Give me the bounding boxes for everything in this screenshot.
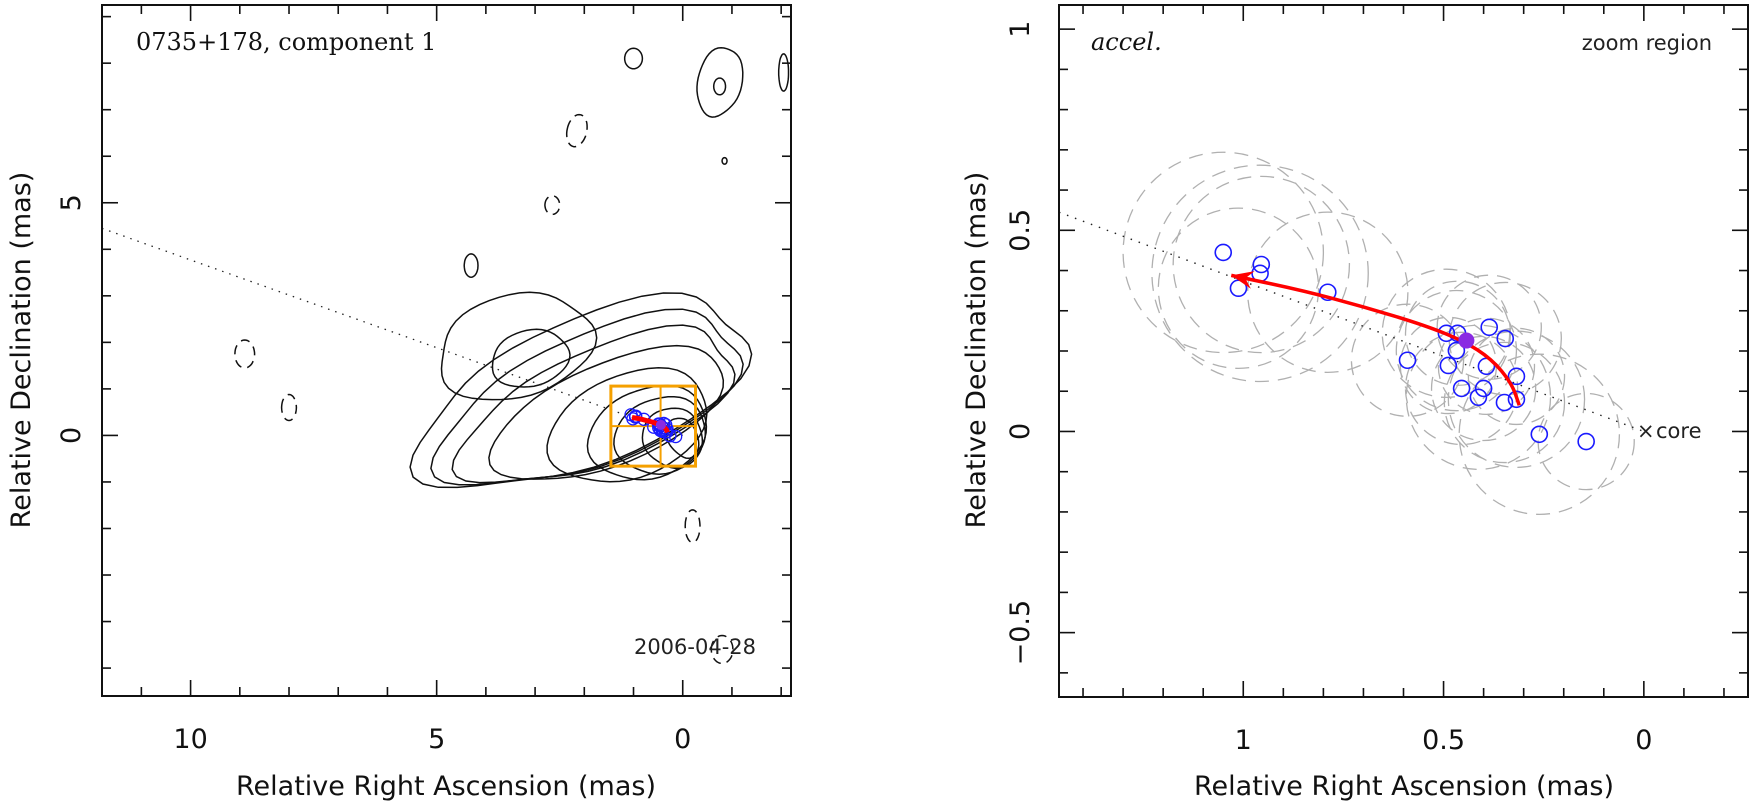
component-marker <box>1437 324 1456 343</box>
left-panel: 10 5 050 0735+178, component 1 2006-04-28 … <box>6 4 792 802</box>
jet-direction-line <box>102 227 683 437</box>
uncertainty-circle <box>1405 324 1552 471</box>
component-marker <box>1577 432 1595 451</box>
x-tick-label: 5 <box>428 724 445 755</box>
left-ticks: 10 5 0 5 0 <box>56 5 791 755</box>
uncertainty-circle <box>1537 392 1635 491</box>
component-marker <box>1318 283 1337 302</box>
negative-contour <box>710 634 734 665</box>
component-marker <box>1507 367 1526 386</box>
right-x-axis-title: Relative Right Ascension (mas) <box>1194 771 1614 802</box>
contour-level <box>546 366 708 483</box>
uncertainty-circle <box>1247 211 1409 374</box>
x-tick-label: 0 <box>1635 725 1652 756</box>
component-marker <box>1530 425 1549 444</box>
mean-position-small <box>655 419 666 430</box>
component-marker <box>1474 379 1493 398</box>
contour-level <box>451 324 736 484</box>
right-plot-frame <box>1058 4 1749 698</box>
contour-island <box>696 46 744 118</box>
contour-island <box>721 156 728 165</box>
component-marker <box>1214 243 1233 262</box>
contour-level <box>488 344 725 480</box>
component-marker <box>1480 318 1499 337</box>
y-tick-label: 0 <box>56 427 87 444</box>
uncertainty-circle <box>1436 274 1542 380</box>
contour-map <box>234 46 790 665</box>
component-marker <box>1447 341 1466 360</box>
uncertainty-circle <box>1467 327 1566 426</box>
component-marker-small <box>663 429 677 443</box>
trajectory-arrowhead <box>1231 271 1255 289</box>
uncertainty-circle <box>1430 335 1537 442</box>
negative-contour <box>280 393 298 422</box>
contour-edge <box>777 53 790 92</box>
right-y-axis-title: Relative Declination (mas) <box>961 172 992 529</box>
component-marker <box>1496 329 1515 348</box>
uncertainty-circle <box>1172 175 1351 354</box>
y-tick-label: 0.5 <box>1005 209 1036 252</box>
contour-island <box>463 253 479 278</box>
component-marker <box>1398 351 1417 370</box>
negative-contour <box>684 509 701 544</box>
uncertainty-circle <box>1395 289 1518 412</box>
right-panel: 1 0.5 0 1 0.5 0 −0.5 accel. zoom region × core… <box>961 4 1749 802</box>
left-overlay <box>102 227 698 468</box>
contour-island <box>712 77 727 96</box>
core-marker: × <box>1637 419 1655 443</box>
contour-jet-region <box>440 291 598 401</box>
component-marker <box>1452 379 1471 398</box>
uncertainty-circle <box>1447 330 1586 469</box>
left-y-axis-title: Relative Declination (mas) <box>6 172 37 529</box>
y-tick-label: −0.5 <box>1005 600 1036 666</box>
component-marker-small <box>668 429 683 444</box>
component-marker <box>1252 255 1271 274</box>
negative-contour <box>565 113 588 148</box>
x-tick-label: 0 <box>674 724 691 755</box>
component-marker <box>1439 356 1458 375</box>
jet-direction-line <box>1059 211 1645 433</box>
uncertainty-circle <box>1443 341 1566 464</box>
component-marker <box>1469 388 1488 407</box>
uncertainty-circle <box>1458 353 1621 516</box>
negative-contour <box>234 339 256 369</box>
contour-jet-knot <box>491 328 571 388</box>
right-panel-title: accel. <box>1091 28 1162 56</box>
uncertainty-circle <box>1122 151 1325 354</box>
uncertainty-circle <box>1448 281 1562 396</box>
left-x-axis-title: Relative Right Ascension (mas) <box>236 771 656 802</box>
right-data <box>1059 151 1645 516</box>
x-tick-label: 10 <box>173 724 207 755</box>
trajectory-curve <box>1230 273 1521 406</box>
uncertainty-circle <box>1350 303 1465 417</box>
left-panel-title: 0735+178, component 1 <box>136 28 436 56</box>
right-ticks: 1 0.5 0 1 0.5 0 −0.5 <box>1005 5 1748 756</box>
left-plot-frame <box>101 4 792 697</box>
uncertainty-circle <box>1151 164 1369 383</box>
component-marker <box>1495 393 1514 412</box>
core-label: core <box>1656 419 1702 443</box>
contour-level <box>586 384 708 481</box>
zoom-region-label: zoom region <box>1582 31 1712 55</box>
contour-island <box>623 47 644 70</box>
uncertainty-circle <box>1404 280 1511 387</box>
negative-contour <box>544 195 561 216</box>
epoch-label: 2006-04-28 <box>634 635 756 659</box>
uncertainty-circle <box>1437 317 1536 416</box>
mean-position-marker <box>1458 332 1475 349</box>
y-tick-label: 0 <box>1005 423 1036 440</box>
uncertainty-circle <box>1157 207 1320 370</box>
component-marker <box>1507 390 1526 409</box>
uncertainty-circle <box>1404 331 1519 446</box>
x-tick-label: 1 <box>1235 725 1252 756</box>
y-tick-label: 1 <box>1005 21 1036 38</box>
x-tick-label: 0.5 <box>1422 725 1465 756</box>
y-tick-label: 5 <box>56 194 87 211</box>
